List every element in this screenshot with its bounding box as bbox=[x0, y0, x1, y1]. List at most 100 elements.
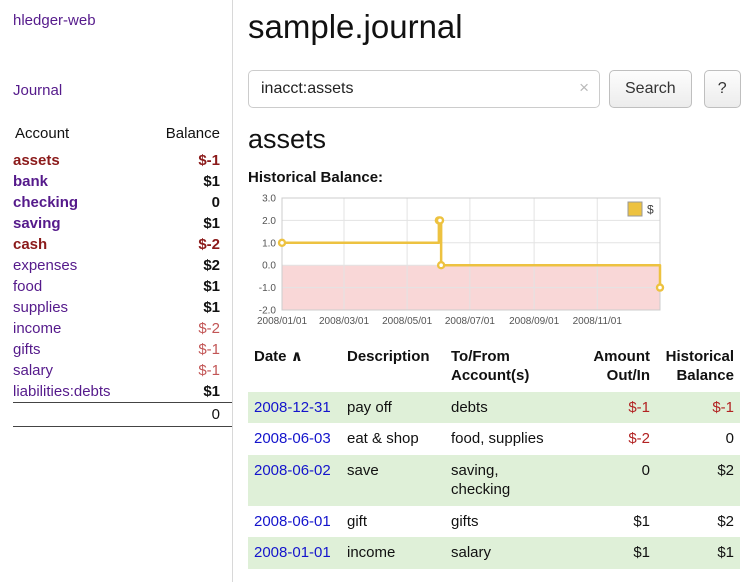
chart-title: Historical Balance: bbox=[248, 169, 384, 186]
accounts-total-row: 0 bbox=[13, 402, 232, 427]
account-name-cell: cash bbox=[13, 234, 142, 255]
account-row: checking 0 bbox=[13, 192, 232, 213]
account-row: gifts $-1 bbox=[13, 339, 232, 360]
register-amount-cell: $1 bbox=[633, 512, 650, 530]
historical-balance-chart: 3.0 2.0 1.0 0.0 -1.0 -2.0 2008/01/01 2008/03/01… bbox=[248, 192, 668, 332]
register-balance-cell: $-1 bbox=[712, 398, 734, 416]
search-bar: × Search ? bbox=[248, 70, 742, 108]
register-date-cell: 2008-06-03 bbox=[248, 423, 341, 455]
account-balance: $1 bbox=[203, 299, 220, 316]
account-balance: $-2 bbox=[198, 236, 220, 253]
register-balance-cell: $2 bbox=[717, 461, 734, 479]
account-link-food[interactable]: food bbox=[13, 278, 43, 295]
search-field-wrap: × bbox=[248, 70, 600, 108]
register-balance-cell: $1 bbox=[717, 544, 734, 561]
account-balance: $-1 bbox=[198, 341, 220, 358]
transaction-date-link[interactable]: 2008-06-02 bbox=[254, 461, 331, 479]
account-balance: $-1 bbox=[198, 362, 220, 379]
account-row: salary $-1 bbox=[13, 360, 232, 381]
register-accounts-cell: gifts bbox=[451, 512, 479, 530]
account-balance: $1 bbox=[203, 278, 220, 295]
register-date-cell: 2008-06-01 bbox=[248, 506, 341, 538]
account-name-cell: salary bbox=[13, 360, 142, 381]
svg-text:2.0: 2.0 bbox=[262, 216, 276, 227]
account-link-liabilities-debts[interactable]: liabilities:debts bbox=[13, 383, 111, 400]
register-description-cell: income bbox=[347, 544, 396, 561]
register-balance-cell: 0 bbox=[725, 430, 734, 447]
transaction-date-link[interactable]: 2008-06-01 bbox=[254, 512, 331, 530]
account-balance: 0 bbox=[211, 194, 220, 211]
account-name-cell: checking bbox=[13, 192, 142, 213]
account-name-cell: bank bbox=[13, 171, 142, 192]
account-link-expenses[interactable]: expenses bbox=[13, 257, 78, 274]
account-row: income $-2 bbox=[13, 318, 232, 339]
account-row: cash $-2 bbox=[13, 234, 232, 255]
register-description-cell: gift bbox=[347, 512, 368, 530]
register-row: 2008-06-02 save saving, checking 0 $2 bbox=[248, 454, 740, 506]
account-name-cell: expenses bbox=[13, 255, 142, 276]
account-row: saving $1 bbox=[13, 213, 232, 234]
help-button[interactable]: ? bbox=[703, 70, 741, 108]
svg-text:-1.0: -1.0 bbox=[259, 283, 277, 294]
register-header-date[interactable]: Date ∧ bbox=[254, 348, 303, 365]
accounts-header-account: Account bbox=[15, 125, 70, 142]
register-header-historical: Historical Balance bbox=[665, 348, 734, 384]
sidebar: hledger-web Journal Account Balance asse… bbox=[0, 0, 233, 582]
register-balance-cell: $2 bbox=[717, 512, 734, 530]
svg-text:$: $ bbox=[647, 203, 654, 217]
register-row: 2008-01-01 income salary $1 $1 bbox=[248, 537, 740, 569]
app-title-link[interactable]: hledger-web bbox=[13, 12, 96, 29]
account-link-salary[interactable]: salary bbox=[13, 362, 54, 379]
clear-search-icon[interactable]: × bbox=[579, 78, 589, 97]
account-link-gifts[interactable]: gifts bbox=[13, 341, 41, 358]
svg-text:2008/09/01: 2008/09/01 bbox=[509, 316, 559, 327]
account-balance: $-2 bbox=[198, 320, 220, 337]
account-heading: assets bbox=[248, 124, 327, 154]
account-balance: $-1 bbox=[198, 152, 220, 169]
account-link-bank[interactable]: bank bbox=[13, 173, 49, 190]
transaction-date-link[interactable]: 2008-01-01 bbox=[254, 544, 331, 561]
account-balance: $1 bbox=[203, 383, 220, 400]
account-name-cell: supplies bbox=[13, 297, 142, 318]
account-row: bank $1 bbox=[13, 171, 232, 192]
register-date-cell: 2008-12-31 bbox=[248, 392, 341, 424]
register-accounts-cell: debts bbox=[451, 398, 488, 416]
register-row: 2008-06-03 eat & shop food, supplies $-2 0 bbox=[248, 423, 740, 455]
account-link-assets[interactable]: assets bbox=[13, 152, 60, 169]
transaction-date-link[interactable]: 2008-12-31 bbox=[254, 398, 331, 416]
register-amount-cell: $1 bbox=[633, 544, 650, 561]
register-header-amount: Amount Out/In bbox=[593, 348, 650, 384]
account-link-cash[interactable]: cash bbox=[13, 236, 48, 253]
register-accounts-cell: saving, checking bbox=[451, 461, 511, 499]
account-row: liabilities:debts $1 bbox=[13, 381, 232, 403]
journal-nav: Journal bbox=[13, 82, 232, 99]
account-name-cell: liabilities:debts bbox=[13, 381, 142, 403]
transaction-date-link[interactable]: 2008-06-03 bbox=[254, 430, 331, 447]
account-name-cell: saving bbox=[13, 213, 142, 234]
svg-text:0.0: 0.0 bbox=[262, 261, 276, 272]
accounts-total-value: 0 bbox=[141, 402, 232, 427]
register-amount-cell: $-1 bbox=[628, 398, 650, 416]
register-table: Date ∧ Description To/From Account(s) Amount… bbox=[248, 344, 740, 569]
svg-text:2008/07/01: 2008/07/01 bbox=[445, 316, 495, 327]
accounts-header-row: Account Balance bbox=[13, 123, 232, 150]
account-row: supplies $1 bbox=[13, 297, 232, 318]
account-link-income[interactable]: income bbox=[13, 320, 62, 337]
search-button[interactable]: Search bbox=[609, 70, 692, 108]
main-content: sample.journal × Search ? assets Histori… bbox=[233, 0, 742, 582]
journal-link[interactable]: Journal bbox=[13, 82, 63, 99]
svg-text:2008/11/01: 2008/11/01 bbox=[573, 316, 623, 327]
account-row: food $1 bbox=[13, 276, 232, 297]
account-link-supplies[interactable]: supplies bbox=[13, 299, 69, 316]
sort-ascending-icon: ∧ bbox=[290, 348, 303, 365]
svg-text:-2.0: -2.0 bbox=[259, 306, 277, 317]
register-row: 2008-12-31 pay off debts $-1 $-1 bbox=[248, 391, 740, 424]
svg-text:2008/03/01: 2008/03/01 bbox=[319, 316, 369, 327]
account-link-checking[interactable]: checking bbox=[13, 194, 79, 211]
account-link-saving[interactable]: saving bbox=[13, 215, 61, 232]
search-input[interactable] bbox=[248, 70, 600, 108]
register-amount-cell: 0 bbox=[641, 461, 650, 479]
account-name-cell: assets bbox=[13, 150, 142, 171]
